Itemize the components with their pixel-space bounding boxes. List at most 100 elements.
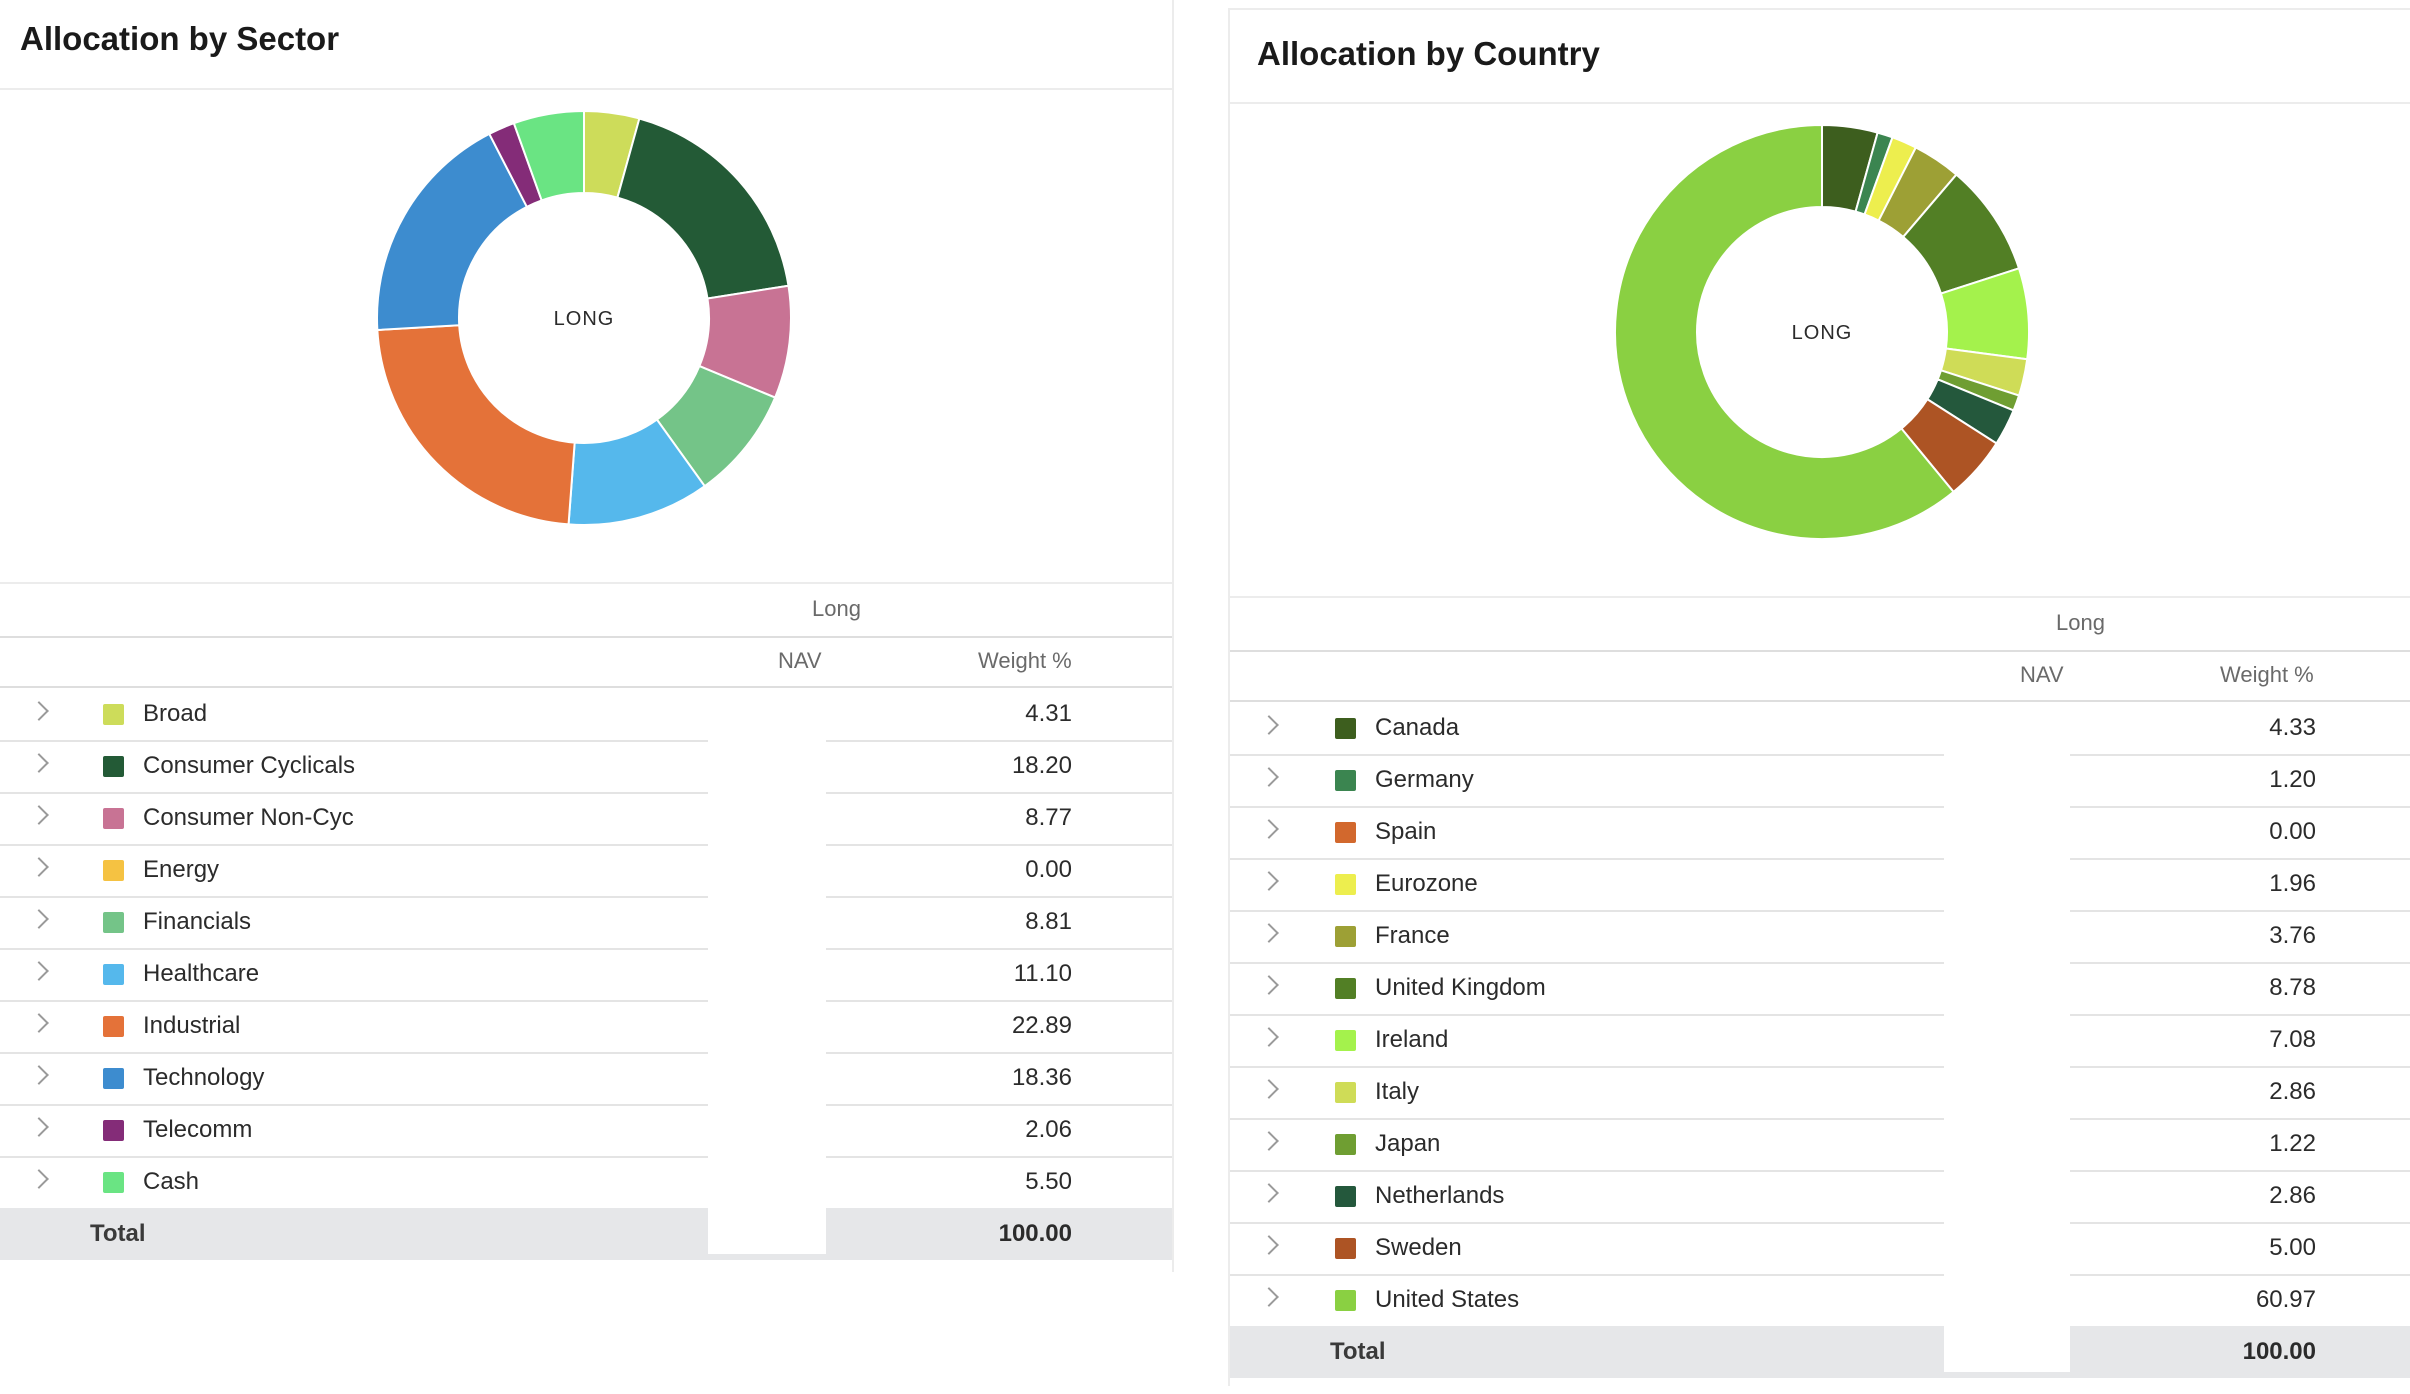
chevron-right-icon[interactable] (1259, 1027, 1279, 1047)
legend-swatch (103, 808, 124, 829)
table-row[interactable]: United Kingdom 8.78 (1230, 962, 2410, 1016)
slice-consumer-cyclicals[interactable] (616, 117, 790, 300)
nav-column-gap (1944, 702, 2070, 1372)
chevron-right-icon[interactable] (29, 909, 49, 929)
chevron-right-icon[interactable] (29, 1169, 49, 1189)
chevron-right-icon[interactable] (1259, 715, 1279, 735)
chevron-right-icon[interactable] (29, 701, 49, 721)
legend-swatch (1335, 1030, 1356, 1051)
donut-center-label: LONG (1792, 322, 1853, 344)
column-header-nav[interactable]: NAV (778, 648, 822, 673)
row-weight-value: 2.06 (1025, 1116, 1072, 1143)
row-weight-value: 2.86 (2269, 1078, 2316, 1105)
row-label: Italy (1375, 1078, 1420, 1105)
chevron-right-icon[interactable] (1259, 923, 1279, 943)
chevron-right-icon[interactable] (29, 1065, 49, 1085)
row-label: Netherlands (1375, 1182, 1505, 1209)
table-row[interactable]: Spain 0.00 (1230, 806, 2410, 860)
donut-center-label: LONG (554, 308, 615, 330)
row-label: Ireland (1375, 1026, 1449, 1053)
chevron-right-icon[interactable] (1259, 1183, 1279, 1203)
sector-donut-svg: LONG (376, 109, 792, 526)
column-group-label: Long (812, 596, 861, 621)
row-label: France (1375, 922, 1450, 949)
table-row[interactable]: United States 60.97 (1230, 1274, 2410, 1328)
row-weight-value: 18.20 (1011, 752, 1072, 779)
row-label: Eurozone (1375, 870, 1478, 897)
row-label: Sweden (1375, 1234, 1462, 1261)
table-row[interactable]: Sweden 5.00 (1230, 1222, 2410, 1276)
table-row[interactable]: France 3.76 (1230, 910, 2410, 964)
chevron-right-icon[interactable] (1259, 871, 1279, 891)
row-label: Financials (143, 908, 252, 935)
table-row[interactable]: Technology 18.36 (0, 1052, 1172, 1106)
legend-swatch (103, 964, 124, 985)
chevron-right-icon[interactable] (29, 1013, 49, 1033)
chevron-right-icon[interactable] (29, 805, 49, 825)
row-weight-value: 1.96 (2269, 870, 2316, 897)
legend-swatch (1335, 1082, 1356, 1103)
legend-swatch (103, 1068, 124, 1089)
table-row[interactable]: Telecomm 2.06 (0, 1104, 1172, 1158)
table-row[interactable]: Germany 1.20 (1230, 754, 2410, 808)
table-row[interactable]: Eurozone 1.96 (1230, 858, 2410, 912)
table-row[interactable]: Netherlands 2.86 (1230, 1170, 2410, 1224)
table-row[interactable]: Energy 0.00 (0, 844, 1172, 898)
table-row[interactable]: Consumer Non-Cyc 8.77 (0, 792, 1172, 846)
row-weight-value: 0.00 (2269, 818, 2316, 845)
chevron-right-icon[interactable] (29, 1117, 49, 1137)
table-row[interactable]: Broad 4.31 (0, 688, 1172, 742)
chevron-right-icon[interactable] (1259, 1079, 1279, 1099)
table-column-headers: NAV Weight % (1230, 648, 2410, 702)
table-row[interactable]: Canada 4.33 (1230, 702, 2410, 756)
table-header-group: Long (1230, 596, 2410, 652)
row-weight-value: 1.20 (2269, 766, 2316, 793)
chevron-right-icon[interactable] (1259, 975, 1279, 995)
row-weight-value: 5.50 (1025, 1168, 1072, 1195)
sector-panel: Allocation by Sector LONG Long NAV Weight … (0, 0, 1174, 1272)
chevron-right-icon[interactable] (1259, 1235, 1279, 1255)
table-row[interactable]: Ireland 7.08 (1230, 1014, 2410, 1068)
chevron-right-icon[interactable] (1259, 819, 1279, 839)
divider (1230, 102, 2410, 104)
table-row[interactable]: Consumer Cyclicals 18.20 (0, 740, 1172, 794)
chevron-right-icon[interactable] (29, 857, 49, 877)
table-row[interactable]: Italy 2.86 (1230, 1066, 2410, 1120)
table-row[interactable]: Japan 1.22 (1230, 1118, 2410, 1172)
country-title: Allocation by Country (1257, 35, 1600, 72)
slice-industrial[interactable] (376, 324, 576, 526)
row-label: Consumer Non-Cyc (143, 804, 354, 831)
row-weight-value: 18.36 (1011, 1064, 1072, 1091)
column-header-weight[interactable]: Weight % (978, 648, 1072, 673)
row-label: Telecomm (143, 1116, 253, 1143)
chevron-right-icon[interactable] (29, 753, 49, 773)
legend-swatch (103, 704, 124, 725)
column-header-weight[interactable]: Weight % (2220, 662, 2314, 687)
row-weight-value: 8.78 (2269, 974, 2316, 1001)
slice-cash[interactable] (512, 109, 585, 202)
legend-swatch (1335, 1134, 1356, 1155)
legend-swatch (1335, 718, 1356, 739)
table-row[interactable]: Cash 5.50 (0, 1156, 1172, 1210)
chevron-right-icon[interactable] (1259, 1287, 1279, 1307)
table-row[interactable]: Healthcare 11.10 (0, 948, 1172, 1002)
table-header-group: Long (0, 582, 1172, 638)
chevron-right-icon[interactable] (1259, 1131, 1279, 1151)
row-weight-value: 60.97 (2255, 1286, 2316, 1313)
chevron-right-icon[interactable] (1259, 767, 1279, 787)
column-header-nav[interactable]: NAV (2020, 662, 2064, 687)
row-label: Technology (143, 1064, 265, 1091)
table-row[interactable]: Financials 8.81 (0, 896, 1172, 950)
chevron-right-icon[interactable] (29, 961, 49, 981)
row-weight-value: 1.22 (2269, 1130, 2316, 1157)
sector-title: Allocation by Sector (20, 20, 340, 57)
table-row[interactable]: Industrial 22.89 (0, 1000, 1172, 1054)
legend-swatch (103, 1172, 124, 1193)
slice-united-states[interactable] (1614, 123, 1955, 540)
row-weight-value: 8.77 (1025, 804, 1072, 831)
row-label: United States (1375, 1286, 1520, 1313)
divider (0, 88, 1172, 90)
total-label: Total (90, 1220, 146, 1247)
row-weight-value: 5.00 (2269, 1234, 2316, 1261)
table-column-headers: NAV Weight % (0, 634, 1172, 688)
